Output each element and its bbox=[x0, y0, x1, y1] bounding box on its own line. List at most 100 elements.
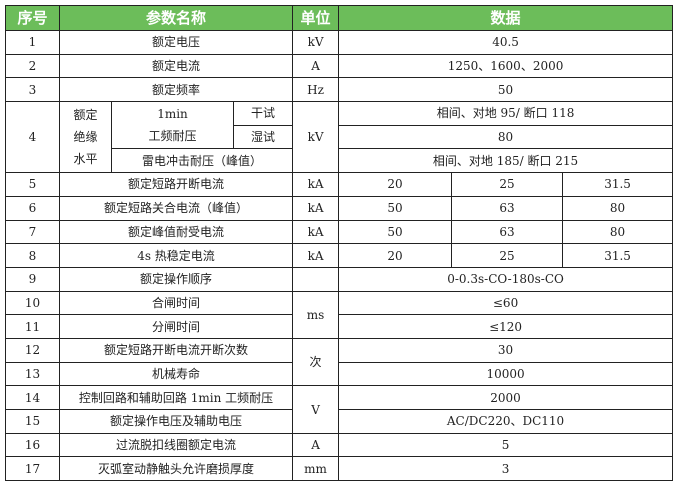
row-value: 30 bbox=[338, 337, 674, 363]
row-param: 灭弧室动静触头允许磨损厚度 bbox=[58, 456, 294, 482]
dry-test-label: 干试 bbox=[232, 101, 294, 126]
row-unit: kA bbox=[292, 243, 340, 268]
row-param: 额定短路开断电流开断次数 bbox=[58, 337, 294, 363]
header-row: 序号 参数名称 单位 数据 bbox=[5, 5, 674, 31]
row-param: 额定短路开断电流 bbox=[58, 172, 294, 197]
table-row: 17 灭弧室动静触头允许磨损厚度 mm 3 bbox=[5, 456, 674, 482]
row-unit: kV bbox=[292, 101, 340, 174]
table-row: 14 控制回路和辅助回路 1min 工频耐压 V 2000 bbox=[5, 385, 674, 434]
row-param: 分闸时间 bbox=[58, 314, 294, 339]
label-line: 水平 bbox=[73, 152, 98, 167]
row-value: 20 bbox=[338, 172, 453, 197]
row-no: 13 bbox=[5, 361, 60, 387]
row-value: ≤60 bbox=[338, 290, 674, 316]
parameter-table: 序号 参数名称 单位 数据 1 额定电压 kV 40.5 2 额定电流 A 12… bbox=[5, 5, 674, 482]
label-line: 1min bbox=[157, 107, 188, 122]
insulation-level-label: 额定 绝缘 水平 bbox=[59, 101, 112, 174]
label-line: 额定 bbox=[73, 108, 98, 123]
row-value: 20 bbox=[338, 243, 453, 268]
row-param: 机械寿命 bbox=[58, 361, 294, 387]
label-line: 绝缘 bbox=[73, 130, 98, 145]
row-no: 5 bbox=[5, 172, 60, 197]
row-no: 7 bbox=[5, 219, 60, 245]
row-no: 15 bbox=[5, 409, 60, 434]
table-row: 11 分闸时间 ≤120 bbox=[5, 314, 674, 339]
row-value: 63 bbox=[451, 219, 564, 245]
row-param: 额定电压 bbox=[58, 30, 294, 55]
table-row: 雷电冲击耐压（峰值） 相间、对地 185/ 断口 215 bbox=[6, 148, 674, 174]
row-no: 6 bbox=[5, 195, 60, 221]
row-unit: mm bbox=[292, 456, 340, 482]
row-value: 31.5 bbox=[562, 243, 674, 268]
row-unit: kA bbox=[292, 219, 340, 245]
row-value: 1250、1600、2000 bbox=[338, 53, 674, 79]
table-row: 10 合闸时间 ms ≤60 bbox=[5, 290, 674, 339]
table-row: 12 额定短路开断电流开断次数 次 30 bbox=[5, 337, 674, 387]
row-no: 1 bbox=[5, 30, 60, 55]
header-data: 数据 bbox=[338, 5, 674, 31]
table-row: 4 额定 绝缘 水平 1min 工频耐压 干试 kV 相间、对地 95/ 断口 … bbox=[5, 101, 674, 174]
lightning-value: 相间、对地 185/ 断口 215 bbox=[338, 148, 674, 174]
row-no: 2 bbox=[5, 53, 60, 79]
row-value: 25 bbox=[451, 243, 564, 268]
row-unit: A bbox=[292, 53, 340, 79]
row-value: 31.5 bbox=[562, 172, 674, 197]
row-value: 40.5 bbox=[338, 30, 674, 55]
row-unit bbox=[292, 266, 340, 292]
row-value: 63 bbox=[451, 195, 564, 221]
row-unit: 次 bbox=[292, 337, 340, 387]
table-row: 6 额定短路关合电流（峰值） kA 50 63 80 bbox=[5, 195, 674, 221]
row-param: 4s 热稳定电流 bbox=[58, 243, 294, 268]
row-value: 5 bbox=[338, 432, 674, 458]
table-row: 3 额定频率 Hz 50 bbox=[5, 77, 674, 103]
row-value: 50 bbox=[338, 195, 453, 221]
row-value: 2000 bbox=[338, 385, 674, 410]
table-row: 1 额定电压 kV 40.5 bbox=[5, 30, 674, 55]
table-row: 7 额定峰值耐受电流 kA 50 63 80 bbox=[5, 219, 674, 245]
row-param: 额定短路关合电流（峰值） bbox=[58, 195, 294, 221]
row-value: 10000 bbox=[338, 361, 674, 387]
label-line: 工频耐压 bbox=[148, 129, 197, 144]
header-no: 序号 bbox=[5, 5, 60, 31]
table-row: 15 额定操作电压及辅助电压 AC/DC220、DC110 bbox=[5, 409, 674, 434]
row-unit: Hz bbox=[292, 77, 340, 103]
table-row: 9 额定操作顺序 0-0.3s-CO-180s-CO bbox=[5, 266, 674, 292]
row-param: 额定峰值耐受电流 bbox=[58, 219, 294, 245]
table-row: 16 过流脱扣线圈额定电流 A 5 bbox=[5, 432, 674, 458]
row-param: 额定电流 bbox=[58, 53, 294, 79]
row-value: ≤120 bbox=[338, 314, 674, 339]
table-row: 8 4s 热稳定电流 kA 20 25 31.5 bbox=[5, 243, 674, 268]
header-param: 参数名称 bbox=[58, 5, 294, 31]
row-param: 控制回路和辅助回路 1min 工频耐压 bbox=[58, 385, 294, 410]
row-value: 50 bbox=[338, 219, 453, 245]
row-unit: A bbox=[292, 432, 340, 458]
row-no: 12 bbox=[5, 337, 60, 363]
row-value: 0-0.3s-CO-180s-CO bbox=[338, 266, 674, 292]
table-row: 5 额定短路开断电流 kA 20 25 31.5 bbox=[5, 172, 674, 197]
row-no: 9 bbox=[5, 266, 60, 292]
row-value: 50 bbox=[338, 77, 674, 103]
row-value: 3 bbox=[338, 456, 674, 482]
row-value: AC/DC220、DC110 bbox=[338, 409, 674, 434]
row-unit: kA bbox=[292, 172, 340, 197]
row-param: 合闸时间 bbox=[58, 290, 294, 316]
row-unit: V bbox=[292, 385, 340, 434]
power-frequency-label: 1min 工频耐压 bbox=[111, 101, 234, 150]
row-no: 10 bbox=[5, 290, 60, 316]
row-no: 11 bbox=[5, 314, 60, 339]
lightning-label: 雷电冲击耐压（峰值） bbox=[110, 148, 294, 174]
row-unit: ms bbox=[292, 290, 340, 339]
table-row: 13 机械寿命 10000 bbox=[5, 361, 674, 387]
dry-test-value: 相间、对地 95/ 断口 118 bbox=[338, 101, 674, 126]
row-no: 3 bbox=[5, 77, 60, 103]
row-no: 14 bbox=[5, 385, 60, 410]
row-value: 80 bbox=[562, 219, 674, 245]
row-param: 额定频率 bbox=[58, 77, 294, 103]
row-no: 4 bbox=[5, 101, 60, 174]
table-row: 2 额定电流 A 1250、1600、2000 bbox=[5, 53, 674, 79]
wet-test-value: 80 bbox=[338, 124, 674, 150]
table-row: 湿试 80 bbox=[6, 124, 674, 150]
row-value: 80 bbox=[562, 195, 674, 221]
row-unit: kV bbox=[292, 30, 340, 55]
row-param: 过流脱扣线圈额定电流 bbox=[58, 432, 294, 458]
